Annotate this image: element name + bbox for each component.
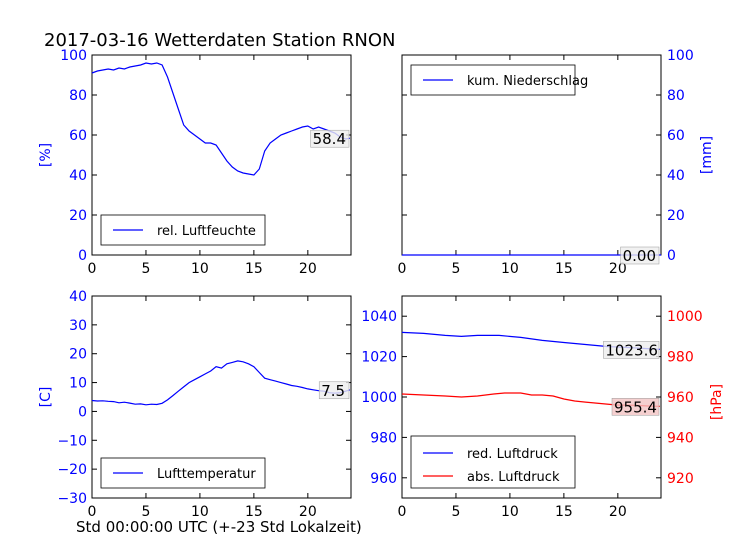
- precipitation-y-tick-label: 100: [667, 48, 694, 64]
- precipitation-y-tick-label: 60: [667, 128, 685, 144]
- temperature-y-tick-label: 40: [69, 289, 87, 305]
- precipitation-y-tick-label: 80: [667, 88, 685, 104]
- humidity-legend-label: rel. Luftfeuchte: [157, 224, 256, 239]
- temperature-last-value-label: 7.5: [321, 382, 345, 400]
- pressure-x-tick-label: 0: [398, 504, 407, 520]
- humidity-y-tick-label: 20: [69, 208, 87, 224]
- precipitation-y-tick-label: 40: [667, 168, 685, 184]
- humidity-y-tick-label: 40: [69, 168, 87, 184]
- pressure-y-tick-label: 1040: [361, 309, 397, 325]
- pressure-chart: 0 5 10 15 20 960 980 1000 1020 1040 920 940 960 980 10…: [361, 295, 725, 520]
- humidity-x-tick-label: 0: [88, 261, 97, 277]
- precipitation-y-axis-label: [mm]: [699, 136, 715, 174]
- pressure-x-tick-label: 10: [501, 504, 519, 520]
- humidity-y-axis-label: [%]: [38, 143, 54, 167]
- humidity-chart: 0 5 10 15 20 0 20 40 60 80 100 [%] 58.4 rel. Luftfeuc…: [38, 48, 352, 277]
- temperature-y-tick-label: 0: [78, 404, 87, 420]
- precipitation-chart: 0 5 10 15 20 0 20 40 60 80 100 [mm] 0.00 kum. Nieders…: [398, 48, 715, 277]
- pressure-y-tick-label: 980: [370, 430, 397, 446]
- pressure-last-value-box: [611, 398, 660, 416]
- humidity-x-tick-label: 10: [191, 261, 209, 277]
- precipitation-y-tick-label: 20: [667, 208, 685, 224]
- temperature-y-axis-label: [C]: [38, 387, 54, 408]
- pressure-y-right-tick-label: 1000: [667, 309, 703, 325]
- pressure-y-right-tick-label: 960: [667, 390, 694, 406]
- precipitation-x-tick-label: 0: [398, 261, 407, 277]
- pressure-last-value-box: [603, 341, 660, 359]
- humidity-last-value-label: 58.4: [313, 130, 346, 148]
- pressure-x-tick-label: 5: [451, 504, 460, 520]
- pressure-last-value-label: 1023.6: [605, 341, 658, 359]
- humidity-x-tick-label: 5: [141, 261, 150, 277]
- temperature-x-tick-label: 10: [191, 504, 209, 520]
- temperature-x-tick-label: 5: [141, 504, 150, 520]
- precipitation-x-tick-label: 10: [501, 261, 519, 277]
- pressure-y-tick-label: 1020: [361, 350, 397, 366]
- precipitation-y-tick-label: 0: [667, 248, 676, 264]
- precipitation-legend-label: kum. Niederschlag: [467, 74, 588, 89]
- pressure-y-tick-label: 1000: [361, 390, 397, 406]
- humidity-y-tick-label: 0: [78, 248, 87, 264]
- humidity-y-tick-label: 80: [69, 88, 87, 104]
- pressure-last-value-label: 955.4: [614, 398, 657, 416]
- humidity-y-tick-label: 100: [60, 48, 87, 64]
- temperature-y-tick-label: 30: [69, 318, 87, 334]
- humidity-x-tick-label: 15: [245, 261, 263, 277]
- precipitation-last-value-box: [620, 246, 660, 265]
- pressure-legend-label: abs. Luftdruck: [467, 470, 560, 485]
- pressure-y-right-tick-label: 940: [667, 430, 694, 446]
- temperature-y-tick-label: −10: [57, 433, 87, 449]
- page-title: 2017-03-16 Wetterdaten Station RNON: [44, 30, 396, 51]
- temperature-series-line-1: [91, 360, 351, 406]
- temperature-plot-frame: [91, 295, 352, 499]
- temperature-y-tick-label: −20: [57, 462, 87, 478]
- temperature-x-tick-label: 20: [299, 504, 317, 520]
- pressure-legend-label: red. Luftdruck: [467, 447, 558, 462]
- pressure-y-right-tick-label: 920: [667, 471, 694, 487]
- temperature-x-tick-label: 15: [245, 504, 263, 520]
- humidity-last-value-box: [310, 129, 350, 148]
- humidity-plot-frame: [91, 54, 352, 256]
- x-axis-footer-label: Std 00:00:00 UTC (+-23 Std Lokalzeit): [76, 518, 362, 536]
- temperature-y-tick-label: −30: [57, 491, 87, 507]
- pressure-y-right-axis-label: [hPa]: [709, 384, 725, 420]
- temperature-x-tick-label: 0: [88, 504, 97, 520]
- humidity-y-tick-label: 60: [69, 128, 87, 144]
- temperature-last-value-box: [318, 381, 350, 400]
- precipitation-x-tick-label: 5: [451, 261, 460, 277]
- temperature-y-tick-label: 20: [69, 347, 87, 363]
- pressure-x-tick-label: 20: [609, 504, 627, 520]
- pressure-y-tick-label: 960: [370, 471, 397, 487]
- temperature-chart: 0 5 10 15 20 −30 −20 −10 0 10 20 30 40 [C] 7.5 Lufttemp…: [38, 289, 352, 520]
- pressure-x-tick-label: 15: [555, 504, 573, 520]
- temperature-legend-label: Lufttemperatur: [157, 467, 256, 482]
- temperature-y-tick-label: 10: [69, 376, 87, 392]
- precipitation-x-tick-label: 15: [555, 261, 573, 277]
- precipitation-x-tick-label: 20: [609, 261, 627, 277]
- pressure-legend: [410, 435, 576, 489]
- humidity-x-tick-label: 20: [299, 261, 317, 277]
- humidity-series-line-1: [91, 62, 351, 176]
- precipitation-last-value-label: 0.00: [623, 247, 656, 265]
- pressure-y-right-tick-label: 980: [667, 350, 694, 366]
